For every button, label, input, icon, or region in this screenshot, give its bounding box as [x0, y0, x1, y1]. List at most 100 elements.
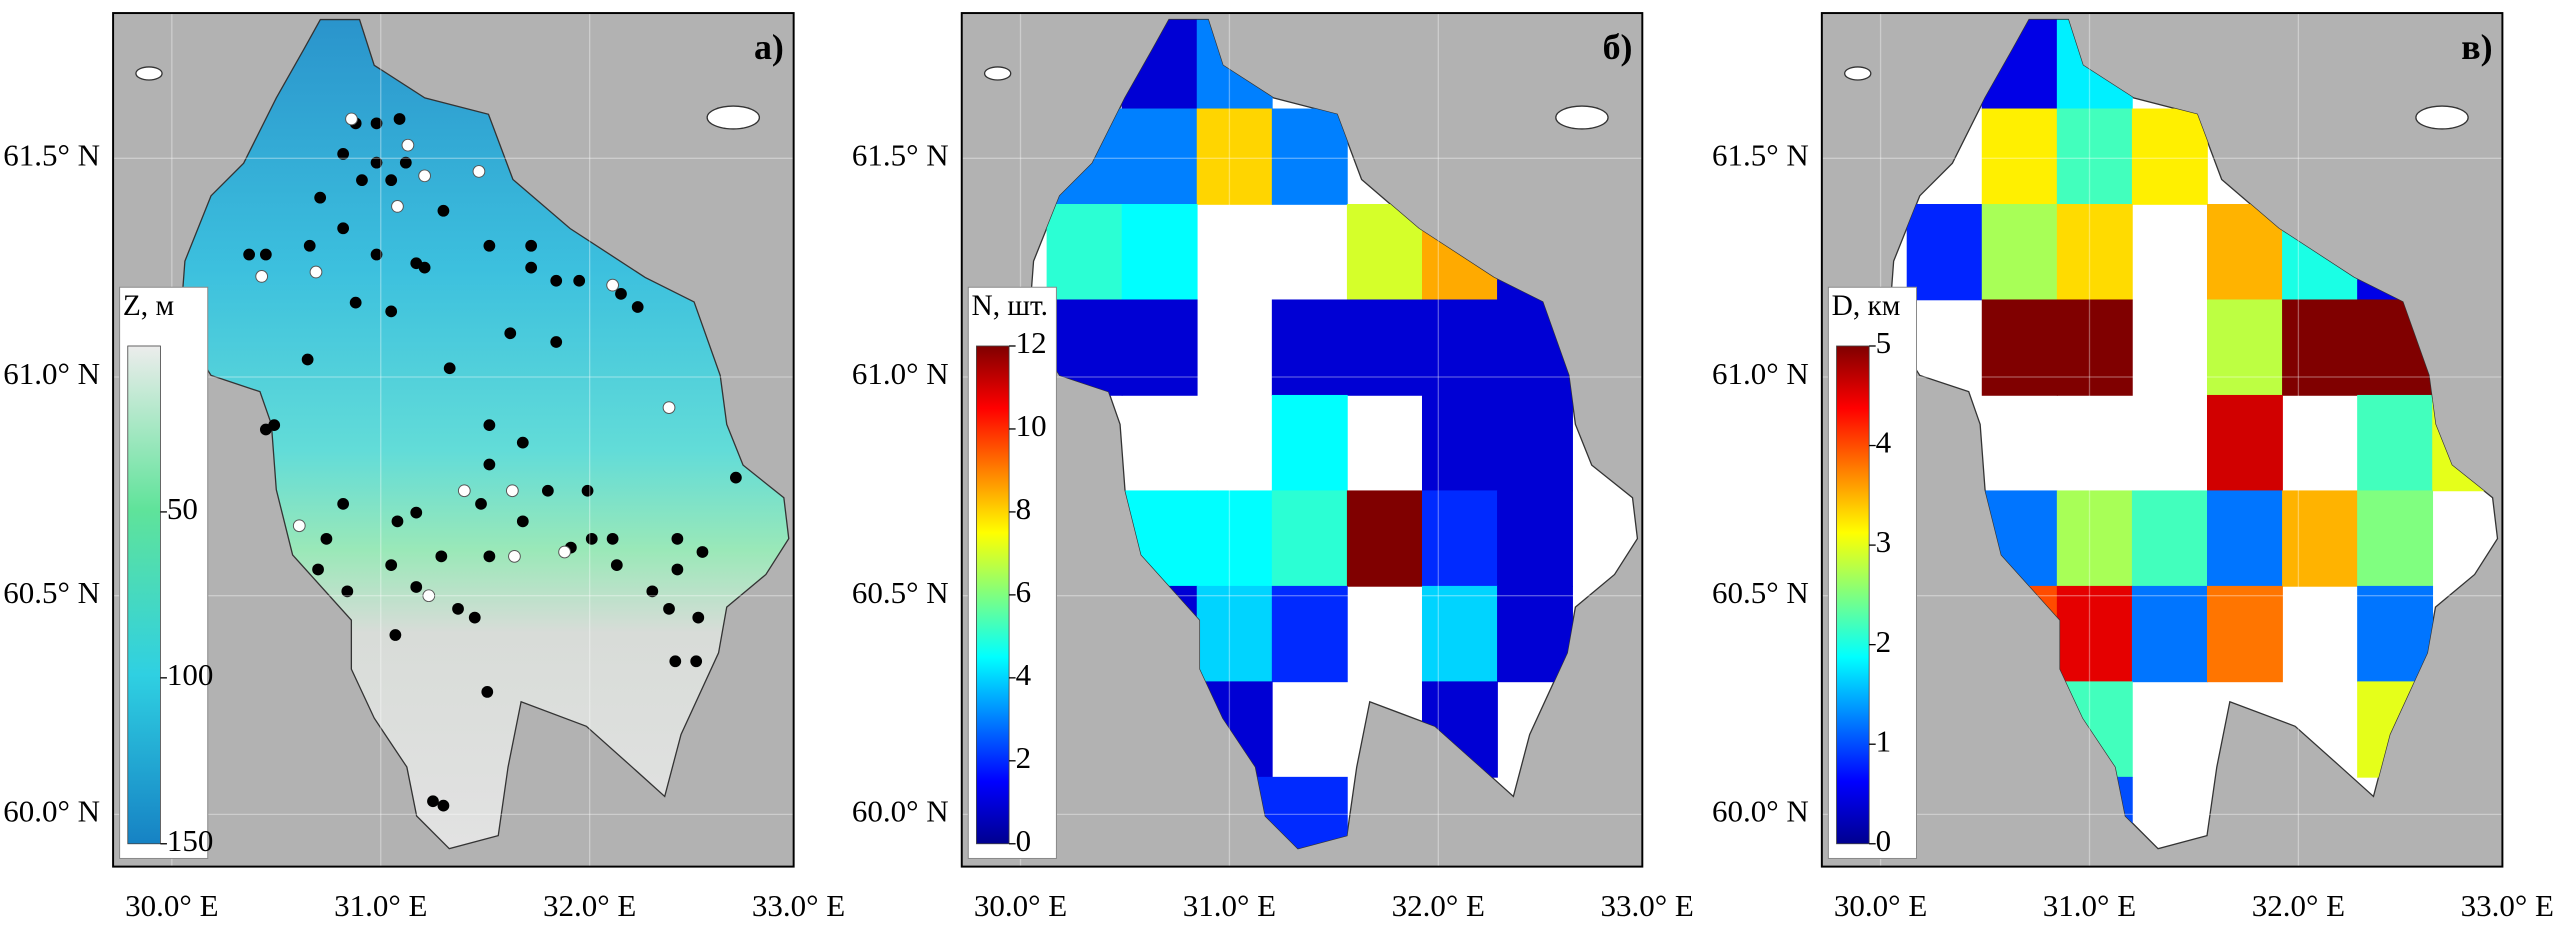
station-open: [401, 138, 415, 152]
grid-cell: [1271, 394, 1348, 492]
station: [370, 156, 383, 169]
station: [385, 559, 398, 571]
lat-tick-label: 61.5° N: [852, 137, 949, 172]
grid-cell: [1421, 394, 1498, 492]
lat-tick-label: 60.0° N: [3, 793, 100, 828]
lon-tick-label: 30.0° E: [125, 888, 218, 923]
colorbar-tick-label: 0: [1016, 823, 1032, 858]
colorbar-tick-label: 3: [1876, 524, 1892, 559]
colorbar: [127, 345, 161, 845]
station-open: [558, 545, 571, 559]
grid-cell: [1497, 585, 1573, 683]
grid-cell: [1271, 299, 1348, 396]
island: [983, 66, 1012, 81]
grid-cell: [1196, 490, 1273, 587]
colorbar-tick-label: 100: [167, 657, 213, 692]
colorbar-tick-label: 150: [167, 823, 213, 858]
colorbar-title: N, шт.: [972, 290, 1048, 322]
station: [268, 419, 281, 431]
colorbar-tick-label: 8: [1016, 491, 1032, 526]
station: [516, 436, 529, 449]
frame: [1820, 12, 2504, 868]
lon-tick-label: 30.0° E: [1834, 888, 1927, 923]
lon-tick-label: 33.0° E: [2461, 888, 2554, 923]
station: [606, 532, 619, 545]
station: [525, 239, 538, 252]
grid-cell: [2207, 299, 2283, 396]
lat-tick-label: 60.0° N: [852, 793, 949, 828]
grid-cell: [1497, 490, 1573, 587]
station: [393, 113, 406, 125]
grid-cell: [2131, 108, 2208, 205]
station: [483, 239, 496, 252]
lat-tick-label: 60.5° N: [1712, 575, 1809, 610]
station: [663, 602, 675, 615]
station: [452, 602, 464, 615]
grid-cell: [2282, 490, 2358, 587]
station-open: [255, 270, 269, 283]
station-open: [309, 265, 323, 279]
grid-cell: [2131, 490, 2208, 587]
grid-cell: [1981, 204, 2058, 301]
station: [615, 288, 627, 300]
grid-cell: [1421, 299, 1498, 396]
station: [418, 261, 431, 274]
lat-tick-label: 61.0° N: [3, 356, 100, 391]
grid-cell: [1121, 204, 1198, 301]
station: [314, 191, 327, 204]
colorbar-tick-label: 1: [1876, 723, 1892, 758]
lon-tick-label: 32.0° E: [2252, 888, 2345, 923]
panel-label: а): [754, 27, 784, 67]
colorbar-title: D, км: [1832, 290, 1901, 322]
station-open: [345, 112, 358, 126]
station: [399, 156, 412, 169]
grid-cell: [2131, 585, 2208, 683]
panel-label: в): [2461, 27, 2492, 67]
colorbar-tick-label: 2: [1876, 624, 1892, 659]
station: [437, 799, 450, 812]
station-open: [472, 165, 486, 178]
station: [427, 795, 439, 808]
station: [525, 261, 538, 274]
grid-cell: [1271, 490, 1348, 587]
colorbar-tick-label: 5: [1876, 325, 1892, 360]
station: [646, 585, 659, 598]
grid-cell: [2207, 490, 2283, 587]
grid-cell: [1421, 585, 1498, 683]
frame: [960, 12, 1644, 868]
colorbar-tick-label: 0: [1876, 823, 1892, 858]
station: [385, 305, 398, 318]
station: [370, 117, 383, 130]
station-open: [662, 401, 676, 414]
station: [243, 248, 256, 261]
station: [504, 327, 517, 340]
grid-cell: [1497, 394, 1573, 492]
station: [483, 550, 496, 563]
station-open: [422, 589, 436, 603]
island: [706, 105, 761, 130]
colorbar-tick-label: 4: [1876, 425, 1892, 460]
station: [443, 362, 456, 375]
colorbar-tick-label: 10: [1016, 408, 1047, 443]
station: [730, 471, 742, 484]
grid-cell: [2357, 585, 2434, 683]
station: [259, 248, 272, 261]
map-panel: 30.0° E 31.0° E 32.0° E 33.0° E 61.5° N 61.0°…: [852, 12, 1694, 923]
station: [669, 655, 682, 668]
station: [312, 563, 324, 576]
station: [550, 274, 563, 287]
station: [303, 239, 316, 252]
grid-cell: [2056, 299, 2133, 396]
frame: [112, 12, 795, 868]
station: [671, 563, 684, 576]
station: [696, 546, 709, 558]
lat-tick-label: 61.5° N: [1712, 137, 1809, 172]
colorbar: [1836, 345, 1870, 845]
station-open: [508, 549, 521, 563]
station-open: [292, 519, 306, 533]
island: [135, 66, 163, 81]
station: [481, 686, 494, 698]
grid-cell: [1981, 299, 2058, 396]
grid-cell: [2056, 108, 2133, 205]
